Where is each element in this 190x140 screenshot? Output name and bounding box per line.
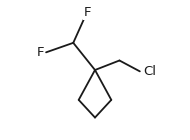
Text: F: F [37, 46, 44, 59]
Text: F: F [84, 6, 91, 19]
Text: Cl: Cl [143, 65, 156, 78]
